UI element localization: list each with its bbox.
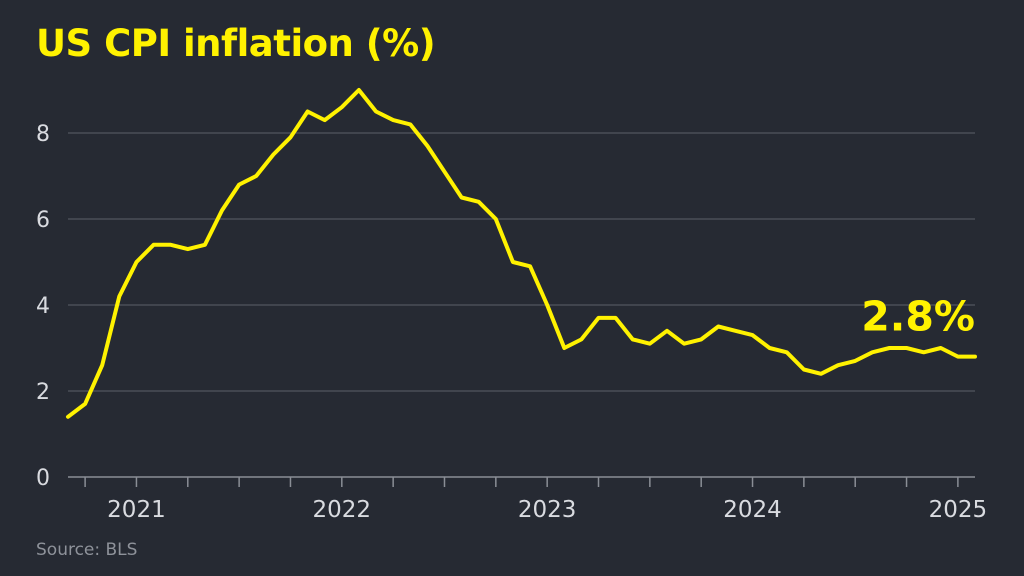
y-tick-label: 6 [36, 208, 50, 233]
data-point [477, 200, 481, 204]
data-point [323, 118, 327, 122]
data-point [511, 260, 515, 264]
x-tick-label: 2022 [313, 497, 372, 523]
data-point [768, 346, 772, 350]
data-point [562, 346, 566, 350]
data-point [819, 372, 823, 376]
data-point [408, 122, 412, 126]
x-tick-label: 2024 [723, 497, 782, 523]
data-point [956, 355, 960, 359]
data-point [716, 324, 720, 329]
data-point [100, 363, 104, 367]
data-point [665, 329, 669, 333]
data-point [699, 337, 703, 341]
data-point [973, 355, 977, 359]
data-point [922, 350, 926, 354]
data-point [117, 294, 121, 298]
data-point [870, 350, 874, 354]
chart-title: US CPI inflation (%) [36, 22, 436, 65]
data-point [939, 346, 943, 350]
data-point [391, 118, 395, 122]
x-tick-label: 2025 [929, 497, 988, 523]
data-point [151, 243, 156, 247]
data-point [169, 243, 173, 247]
y-tick-label: 2 [36, 380, 50, 405]
data-point [631, 337, 635, 341]
y-tick-label: 8 [36, 122, 50, 147]
data-point [305, 109, 310, 114]
data-point [237, 183, 241, 187]
data-point [254, 174, 258, 178]
x-tick-label: 2023 [518, 497, 577, 523]
source-note: Source: BLS [36, 540, 138, 560]
data-point [340, 105, 344, 109]
data-point [442, 170, 447, 174]
data-point [614, 316, 618, 320]
data-point [66, 415, 70, 419]
data-point [682, 342, 686, 346]
data-point [545, 303, 549, 307]
data-point [785, 350, 789, 354]
data-point [853, 359, 857, 363]
data-point [83, 402, 87, 406]
data-point [648, 342, 652, 346]
data-point [887, 346, 892, 350]
data-point [904, 346, 909, 350]
data-point [203, 243, 207, 247]
data-point [134, 260, 139, 264]
data-point [186, 247, 190, 251]
y-tick-label: 0 [36, 466, 50, 491]
data-point [425, 144, 429, 148]
data-point [271, 152, 275, 157]
data-point [357, 88, 361, 92]
data-point [579, 337, 583, 341]
data-point [460, 195, 464, 200]
data-point [220, 208, 224, 212]
y-tick-label: 4 [36, 294, 50, 319]
series-line-0 [66, 88, 977, 419]
data-point [750, 333, 755, 337]
data-point [494, 217, 498, 221]
data-point [836, 363, 840, 367]
data-point [596, 316, 601, 320]
data-point [374, 109, 378, 114]
end-value-label: 2.8% [861, 293, 975, 341]
data-point [288, 135, 293, 139]
x-tick-label: 2021 [107, 497, 166, 523]
data-point [733, 329, 738, 333]
data-point [528, 264, 532, 268]
data-point [802, 367, 806, 372]
